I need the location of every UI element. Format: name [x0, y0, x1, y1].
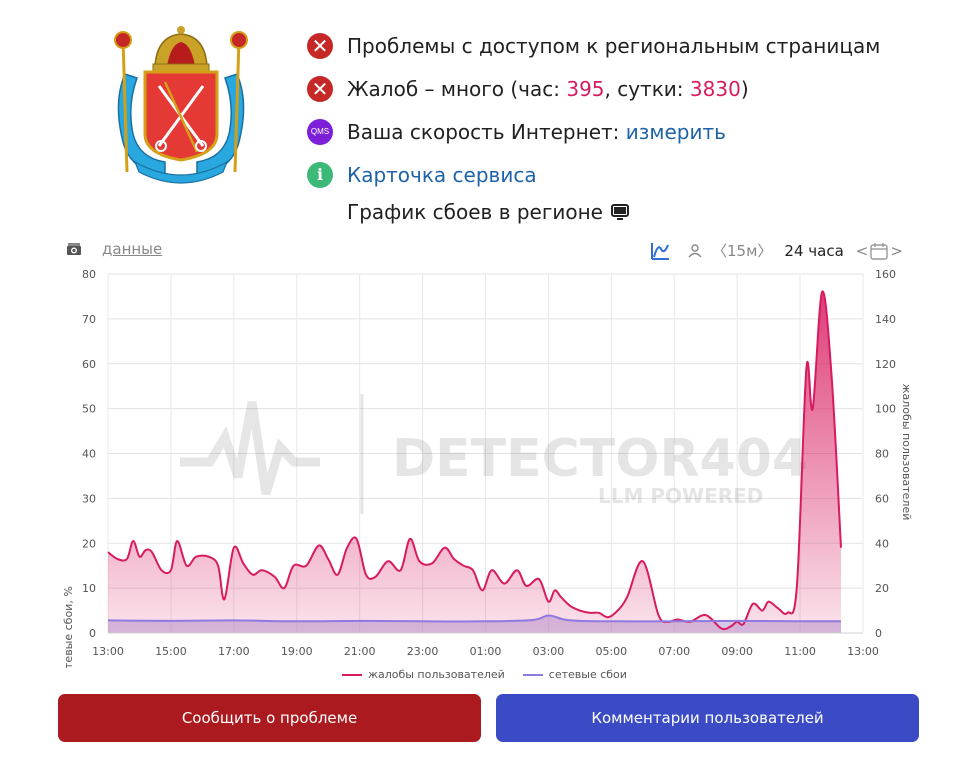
- watermark-tagline: LLM POWERED: [598, 484, 763, 508]
- interval-24h-button[interactable]: 24 часа: [784, 241, 844, 260]
- x-tick: 11:00: [784, 645, 816, 658]
- access-problems-text: Проблемы с доступом к региональным стран…: [347, 33, 881, 58]
- error-icon: ✕: [307, 32, 333, 59]
- calendar-icon[interactable]: [870, 242, 889, 260]
- report-problem-button[interactable]: Сообщить о проблеме: [58, 694, 481, 742]
- outage-chart: DETECTOR404 LLM POWERED 0 10 20 30 40 50 60 70 8…: [62, 268, 913, 668]
- y-tick-right: 60: [875, 492, 889, 505]
- y-tick-right: 0: [875, 627, 882, 640]
- x-tick: 17:00: [218, 645, 250, 658]
- error-icon: ✕: [307, 75, 333, 102]
- status-list: ✕ Проблемы с доступом к региональным стр…: [307, 24, 880, 196]
- x-tick: 15:00: [155, 645, 187, 658]
- y-axis-left-label: сетевые сбои, %: [62, 586, 75, 668]
- complaints-line: [107, 290, 842, 631]
- y-tick-left: 20: [82, 537, 96, 550]
- y-tick-left: 70: [82, 313, 96, 326]
- interval-15m-button[interactable]: 〈15м〉: [712, 242, 773, 260]
- status-service-card: i Карточка сервиса: [307, 153, 880, 196]
- legend-network[interactable]: сетевые сбои: [522, 668, 627, 681]
- y-tick-right: 120: [875, 358, 896, 371]
- qms-icon: QMS: [307, 118, 333, 145]
- y-tick-left: 50: [82, 403, 96, 416]
- complaints-text: Жалоб – много (час: 395, сутки: 3830): [347, 76, 749, 101]
- y-tick-left: 60: [82, 358, 96, 371]
- coat-of-arms-logo: [114, 26, 248, 184]
- watermark: DETECTOR404 LLM POWERED: [180, 394, 808, 514]
- x-tick: 03:00: [533, 645, 565, 658]
- complaints-hour-count: 395: [566, 76, 605, 101]
- y-tick-right: 100: [875, 403, 896, 416]
- x-tick: 01:00: [470, 645, 502, 658]
- data-link[interactable]: данные: [102, 240, 163, 258]
- y-tick-left: 80: [82, 268, 96, 281]
- status-speed: QMS Ваша скорость Интернет: измерить: [307, 110, 880, 153]
- chart-toolbar-left: данные: [66, 240, 162, 258]
- chart-series: [107, 290, 842, 633]
- chart-axes: 0 10 20 30 40 50 60 70 80 0 20 40 60 80 100 120 140 160 13…: [82, 268, 896, 658]
- network-outages-line: [107, 614, 842, 623]
- x-tick: 07:00: [658, 645, 690, 658]
- chevron-right-icon[interactable]: >: [890, 241, 903, 260]
- user-comments-button[interactable]: Комментарии пользователей: [496, 694, 919, 742]
- x-tick: 21:00: [344, 645, 376, 658]
- y-tick-left: 40: [82, 448, 96, 461]
- status-complaints: ✕ Жалоб – много (час: 395, сутки: 3830): [307, 67, 880, 110]
- legend-complaints[interactable]: жалобы пользователей: [342, 668, 505, 681]
- legend-complaints-swatch: [342, 673, 363, 676]
- y-tick-left: 30: [82, 492, 96, 505]
- speed-label: Ваша скорость Интернет:: [347, 119, 626, 144]
- area-chart-icon[interactable]: [650, 241, 670, 261]
- service-card-link[interactable]: Карточка сервиса: [347, 162, 537, 187]
- tv-icon[interactable]: [610, 204, 629, 220]
- y-axis-right-label: жалобы пользователей: [900, 384, 913, 521]
- speed-test-link[interactable]: измерить: [625, 119, 726, 144]
- watermark-brand: DETECTOR404: [392, 429, 808, 489]
- y-tick-right: 20: [875, 582, 889, 595]
- y-tick-left: 0: [89, 627, 96, 640]
- x-tick: 09:00: [721, 645, 753, 658]
- x-tick: 19:00: [281, 645, 313, 658]
- y-tick-left: 10: [82, 582, 96, 595]
- chart-title: График сбоев в регионе: [347, 200, 629, 224]
- chart-legend: жалобы пользователей сетевые сбои: [0, 668, 969, 681]
- x-tick: 23:00: [407, 645, 439, 658]
- y-tick-right: 80: [875, 448, 889, 461]
- x-tick: 13:00: [92, 645, 124, 658]
- x-tick: 13:00: [847, 645, 879, 658]
- complaints-day-count: 3830: [689, 76, 741, 101]
- x-tick: 05:00: [595, 645, 627, 658]
- legend-network-swatch: [522, 673, 543, 676]
- chart-toolbar-right: 〈15м〉 24 часа < >: [650, 240, 903, 261]
- chevron-left-icon[interactable]: <: [855, 241, 869, 260]
- y-tick-right: 40: [875, 537, 889, 550]
- y-tick-right: 160: [875, 268, 896, 281]
- camera-icon[interactable]: [66, 241, 82, 257]
- complaints-area: [108, 291, 841, 633]
- info-icon: i: [307, 161, 333, 188]
- y-tick-right: 140: [875, 313, 896, 326]
- user-icon[interactable]: [688, 243, 702, 258]
- status-access-problems: ✕ Проблемы с доступом к региональным стр…: [307, 24, 880, 67]
